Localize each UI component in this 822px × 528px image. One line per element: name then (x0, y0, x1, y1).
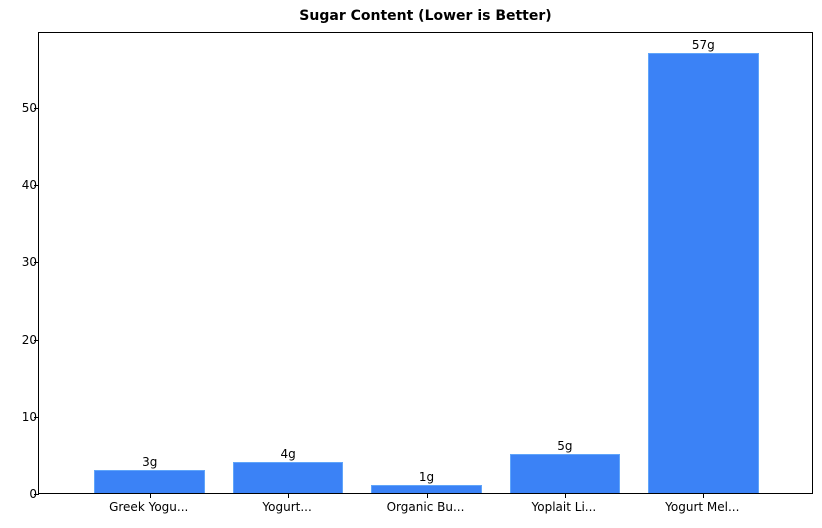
bar (94, 469, 206, 493)
x-tick (564, 493, 566, 498)
x-tick (149, 493, 151, 498)
bar-value-label: 57g (691, 38, 715, 52)
y-tick (34, 416, 39, 418)
y-tick (34, 339, 39, 341)
chart-title: Sugar Content (Lower is Better) (299, 8, 552, 24)
y-tick-label: 0 (29, 487, 37, 501)
bar-value-label: 3g (142, 454, 158, 469)
y-tick (34, 262, 39, 264)
y-tick-label: 20 (21, 332, 37, 347)
y-tick-label: 30 (21, 255, 37, 270)
x-tick-label: Greek Yogu... (109, 500, 189, 514)
x-tick-label: Yogurt Mel... (665, 500, 740, 514)
x-tick-label: Yoplait Li... (531, 500, 597, 514)
bar (509, 454, 621, 493)
y-tick (34, 108, 39, 110)
y-tick (34, 494, 39, 495)
bar-value-label: 5g (557, 439, 573, 454)
y-tick-label: 50 (21, 101, 37, 116)
x-tick (703, 493, 705, 498)
x-tick (426, 493, 428, 498)
bar (647, 53, 759, 493)
bar (371, 485, 482, 493)
y-tick (34, 185, 39, 187)
x-tick-label: Yogurt... (262, 500, 312, 514)
plot-area: 3g 4g 1g 5g 57g (34, 32, 813, 498)
x-tick (288, 493, 290, 498)
bar-value-label: 1g (418, 470, 435, 485)
x-tick-label: Organic Bu... (386, 500, 465, 514)
y-tick-label: 10 (21, 409, 37, 424)
y-tick-label: 40 (21, 178, 37, 193)
bar (232, 462, 344, 493)
bar-value-label: 4g (280, 447, 296, 462)
